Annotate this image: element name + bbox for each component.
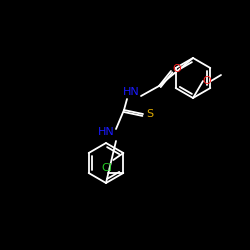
Text: HN: HN bbox=[98, 127, 114, 137]
Text: HN: HN bbox=[122, 87, 140, 97]
Text: O: O bbox=[202, 76, 211, 86]
Text: S: S bbox=[146, 109, 154, 119]
Text: O: O bbox=[172, 64, 182, 74]
Text: Cl: Cl bbox=[101, 163, 112, 173]
